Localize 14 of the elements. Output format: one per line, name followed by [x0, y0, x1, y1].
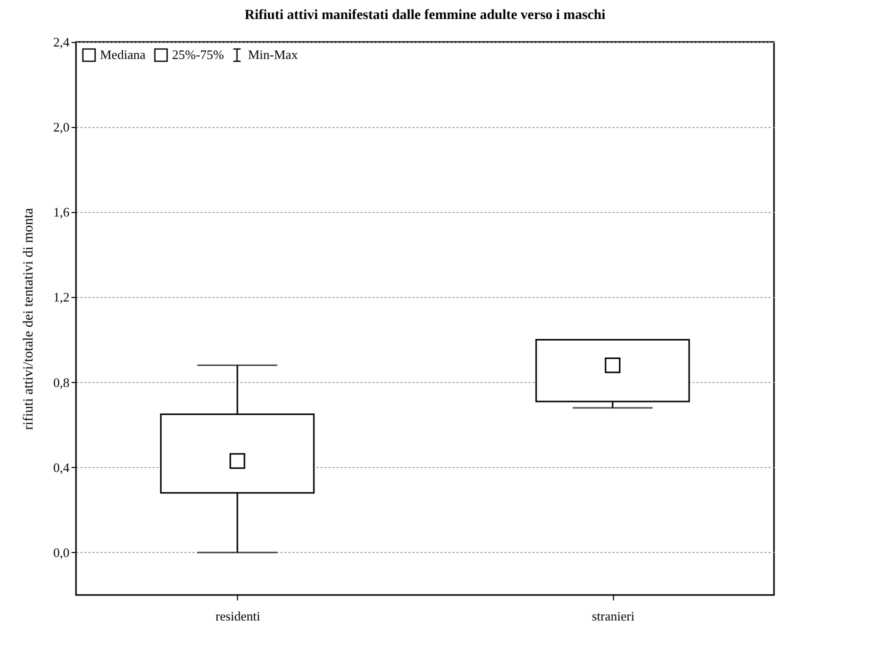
- y-tick-label: 0,8: [53, 374, 70, 390]
- annotation: 25%-75%: [172, 47, 224, 62]
- y-tick-label: 2,4: [53, 34, 70, 50]
- y-tick-label: 2,0: [53, 120, 70, 135]
- y-tick-label: 1,6: [53, 204, 70, 220]
- annotation: Mediana: [100, 47, 146, 62]
- chart-title: Rifiuti attivi manifestati dalle femmine adulte verso i maschi: [244, 8, 606, 23]
- y-axis-title: rifiuti attivi/totale dei tentativi di monta: [21, 207, 36, 430]
- annotation: Min-Max: [248, 47, 298, 62]
- y-tick-label: 0,0: [53, 544, 70, 560]
- y-tick-label: 0,4: [53, 460, 70, 475]
- x-tick-label: residenti: [215, 608, 261, 624]
- y-tick-label: 1,2: [53, 290, 70, 305]
- x-tick-label: stranieri: [592, 608, 635, 624]
